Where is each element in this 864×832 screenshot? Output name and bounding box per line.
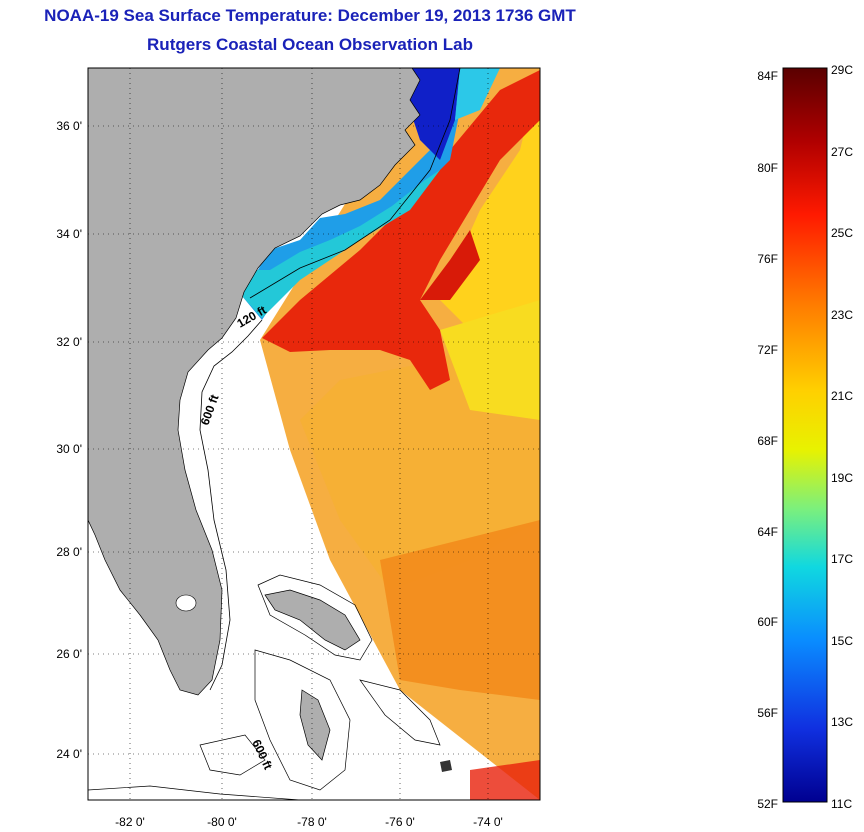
colorbar-c-label: 21C xyxy=(831,389,853,403)
lon-label: -80 0' xyxy=(207,815,237,829)
colorbar-fahrenheit: 84F 80F 76F 72F 68F 64F 60F 56F 52F xyxy=(757,69,778,811)
lat-label: 24 0' xyxy=(56,747,82,761)
colorbar-c-label: 19C xyxy=(831,471,853,485)
colorbar-f-label: 84F xyxy=(757,69,778,83)
colorbar: 84F 80F 76F 72F 68F 64F 60F 56F 52F 29C … xyxy=(757,63,853,811)
colorbar-c-label: 17C xyxy=(831,552,853,566)
map-frame xyxy=(87,67,541,801)
landmass-us-southeast xyxy=(88,68,421,696)
island-small xyxy=(440,760,452,772)
colorbar-gradient xyxy=(782,67,828,803)
lon-axis: -82 0' -80 0' -78 0' -76 0' -74 0' xyxy=(115,815,503,829)
contour-120ft xyxy=(249,68,461,299)
lat-label: 30 0' xyxy=(56,442,82,456)
map-content: 120 ft 600 ft 600 ft xyxy=(88,68,540,800)
sound-cold-water xyxy=(410,68,460,160)
map-title: NOAA-19 Sea Surface Temperature: Decembe… xyxy=(44,6,576,25)
colorbar-celsius: 29C 27C 25C 23C 21C 19C 17C 15C 13C 11C xyxy=(831,63,853,811)
colorbar-f-label: 64F xyxy=(757,525,778,539)
colorbar-c-label: 25C xyxy=(831,226,853,240)
colorbar-c-label: 15C xyxy=(831,634,853,648)
colorbar-c-label: 29C xyxy=(831,63,853,77)
lon-label: -74 0' xyxy=(473,815,503,829)
gulf-stream-eddy xyxy=(420,230,480,300)
gulf-stream-core xyxy=(262,70,540,390)
colorbar-c-label: 23C xyxy=(831,308,853,322)
contour-cuba-coast xyxy=(88,785,301,800)
contour-cuba-north xyxy=(199,734,266,776)
lat-label: 26 0' xyxy=(56,647,82,661)
contour-600ft-bahamas xyxy=(257,574,373,661)
lat-label: 32 0' xyxy=(56,335,82,349)
lon-label: -78 0' xyxy=(297,815,327,829)
colorbar-c-label: 11C xyxy=(831,797,852,811)
map-subtitle: Rutgers Coastal Ocean Observation Lab xyxy=(147,35,473,54)
colorbar-f-label: 56F xyxy=(757,706,778,720)
lat-label: 28 0' xyxy=(56,545,82,559)
contour-600ft-andros xyxy=(254,649,351,791)
colorbar-f-label: 80F xyxy=(757,161,778,175)
colorbar-f-label: 76F xyxy=(757,252,778,266)
lat-label: 34 0' xyxy=(56,227,82,241)
lat-axis: 36 0' 34 0' 32 0' 30 0' 28 0' 26 0' 24 0… xyxy=(56,119,82,761)
island-bahamas-north xyxy=(264,589,361,651)
lon-label: -76 0' xyxy=(385,815,415,829)
shelf-cool-water xyxy=(455,68,500,120)
colorbar-c-label: 27C xyxy=(831,145,853,159)
colorbar-f-label: 72F xyxy=(757,343,778,357)
colorbar-f-label: 68F xyxy=(757,434,778,448)
colorbar-c-label: 13C xyxy=(831,715,853,729)
island-andros xyxy=(299,689,331,761)
map-grid xyxy=(88,68,540,800)
sst-warm-south xyxy=(470,760,540,800)
colorbar-f-label: 60F xyxy=(757,615,778,629)
lat-label: 36 0' xyxy=(56,119,82,133)
contour-600ft-florida xyxy=(199,319,263,691)
lon-label: -82 0' xyxy=(115,815,145,829)
coastal-cool-band xyxy=(242,170,440,318)
sst-patch-south xyxy=(380,520,540,700)
lake-okeechobee xyxy=(175,594,197,612)
colorbar-f-label: 52F xyxy=(757,797,778,811)
contour-600ft-exuma xyxy=(359,679,441,746)
sst-yellow-mid xyxy=(440,300,540,420)
